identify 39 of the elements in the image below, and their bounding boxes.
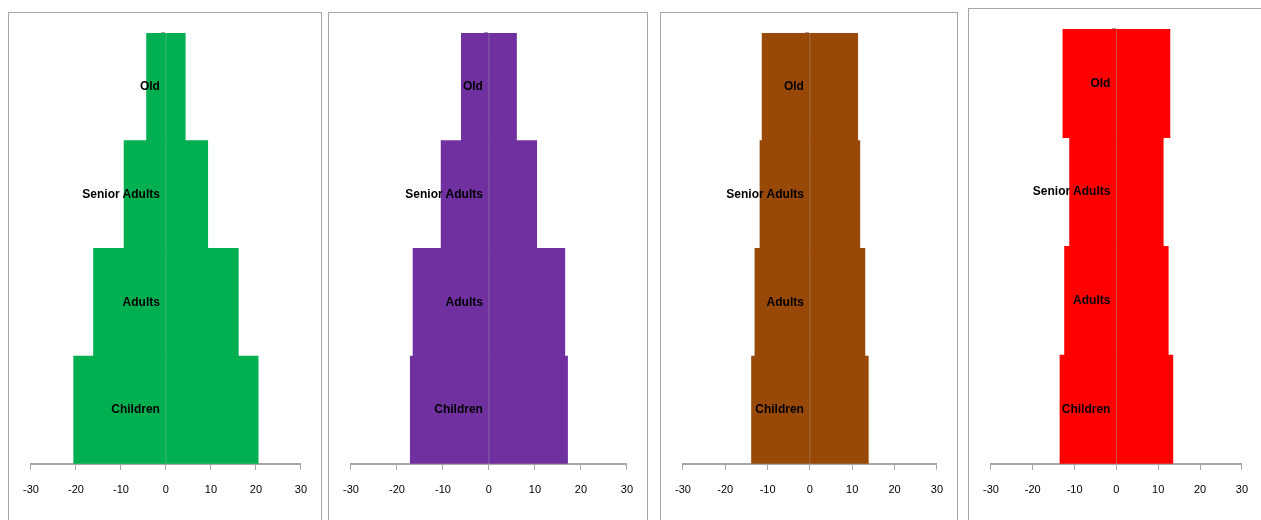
- x-tick-label: -10: [759, 483, 776, 496]
- x-tick-label: -30: [343, 483, 359, 496]
- y-tick-label: Old: [462, 79, 483, 94]
- x-tick-label: -30: [23, 483, 39, 496]
- x-tick-label: -20: [717, 483, 734, 496]
- x-tick-label: 30: [620, 483, 634, 496]
- x-tick-label: -30: [983, 483, 999, 496]
- x-tick-label: -10: [112, 483, 129, 496]
- x-tick-label: -20: [1024, 483, 1041, 496]
- x-tick-label: 30: [294, 483, 308, 496]
- x-tick-label: 10: [528, 483, 542, 496]
- x-tick-label: 0: [162, 483, 169, 496]
- y-tick-label: Old: [783, 79, 804, 94]
- x-tick-label: -10: [1066, 483, 1083, 496]
- y-tick-label: Adults: [445, 294, 484, 309]
- y-tick-label: Old: [1090, 75, 1111, 90]
- x-tick-label: 10: [204, 483, 218, 496]
- x-tick-label: 0: [806, 483, 813, 496]
- y-tick-label: Adults: [1073, 293, 1111, 308]
- x-tick-label: -20: [67, 483, 84, 496]
- y-tick-label: Adults: [766, 294, 805, 309]
- y-tick-label: Children: [111, 402, 160, 417]
- x-tick-label: 20: [249, 483, 263, 496]
- x-tick-label: 10: [846, 483, 859, 496]
- x-tick-label: -30: [675, 483, 691, 496]
- y-tick-label: Adults: [122, 294, 161, 309]
- x-tick-label: 0: [485, 483, 492, 496]
- x-tick-label: 20: [888, 483, 901, 496]
- y-tick-label: Children: [434, 402, 483, 417]
- y-tick-label: Children: [755, 402, 804, 417]
- x-tick-label: 20: [1193, 483, 1207, 496]
- y-tick-label: Children: [1061, 401, 1111, 416]
- x-tick-label: 20: [574, 483, 588, 496]
- x-tick-label: -10: [434, 483, 451, 496]
- x-tick-label: 10: [1152, 483, 1165, 496]
- x-tick-label: 30: [930, 483, 944, 496]
- x-tick-label: 30: [1235, 483, 1249, 496]
- x-tick-label: 0: [1113, 483, 1120, 496]
- x-tick-label: -20: [388, 483, 405, 496]
